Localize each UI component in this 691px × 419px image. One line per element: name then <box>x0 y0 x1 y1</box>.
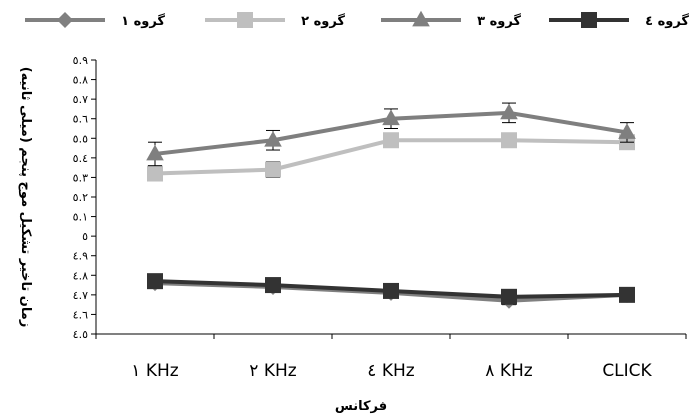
data-point <box>383 282 399 299</box>
data-point <box>618 123 636 139</box>
y-ticks: ٤.٥ ٤.٦ ٤.٧ ٤.٨ ٤.٩ ٥ ٥.١ ٥.٢ ٥.٣ ٥.٤ ٥.٥ ٥.٦ ٥.٧ ٥.٨… <box>73 54 96 341</box>
legend-item-1: گروه ١ <box>25 12 165 29</box>
x-tick-label: ١ KHz <box>131 361 178 381</box>
data-point <box>501 288 517 305</box>
y-tick-label: ٥ <box>82 230 88 243</box>
legend-item-4: گروه ٤ <box>549 12 689 29</box>
series-layer <box>146 102 636 309</box>
y-tick-label: ٥.٦ <box>73 113 88 126</box>
data-point <box>501 132 517 149</box>
x-tick-label: ٢ KHz <box>249 361 296 381</box>
x-tick-label: ٨ KHz <box>485 361 532 381</box>
legend-label: گروه ١ <box>121 13 165 29</box>
y-tick-label: ٤.٦ <box>73 308 88 321</box>
data-point <box>265 161 281 178</box>
y-tick-label: ٥.٢ <box>73 191 88 204</box>
legend-item-3: گروه ٣ <box>381 10 521 29</box>
y-tick-label: ٥.٩ <box>73 54 88 67</box>
data-point <box>147 165 163 182</box>
legend-label: گروه ٢ <box>301 13 345 29</box>
series-4 <box>147 273 635 305</box>
data-point <box>382 109 400 126</box>
y-tick-label: ٤.٩ <box>73 250 88 263</box>
legend-marker <box>412 10 430 27</box>
x-ticks: ١ KHz ٢ KHz ٤ KHz ٨ KHz CLICK <box>95 334 687 381</box>
y-axis-title: (زمان تاخیر تشکیل موج پنجم (میلی ثانیه <box>18 67 33 328</box>
data-point <box>147 273 163 290</box>
x-tick-label: CLICK <box>602 361 652 381</box>
y-tick-label: ٥.٥ <box>73 132 88 145</box>
legend-label: گروه ٤ <box>645 13 689 29</box>
legend-label: گروه ٣ <box>477 13 521 29</box>
data-point <box>264 131 282 147</box>
legend-item-2: گروه ٢ <box>205 12 345 29</box>
y-tick-label: ٤.٥ <box>73 328 88 341</box>
data-point <box>383 132 399 149</box>
y-tick-label: ٥.٧ <box>73 93 88 106</box>
data-point <box>146 144 164 161</box>
y-tick-label: ٥.٤ <box>73 152 88 165</box>
data-point <box>265 277 281 294</box>
data-point <box>619 286 635 303</box>
x-tick-label: ٤ KHz <box>367 361 414 381</box>
legend: گروه ١ گروه ٢ گروه ٣ گروه ٤ <box>25 10 689 29</box>
series-3 <box>146 102 636 167</box>
series-2 <box>147 132 635 182</box>
y-tick-label: ٥.٣ <box>73 171 88 184</box>
legend-marker <box>237 12 253 28</box>
data-point <box>500 103 518 120</box>
y-tick-label: ٤.٨ <box>73 269 88 282</box>
y-tick-label: ٤.٧ <box>73 289 88 302</box>
y-tick-label: ٥.١ <box>73 211 88 224</box>
y-tick-label: ٥.٨ <box>73 74 88 87</box>
legend-marker <box>581 12 597 28</box>
legend-marker <box>57 12 73 28</box>
x-axis-title: فرکانس <box>335 399 387 414</box>
